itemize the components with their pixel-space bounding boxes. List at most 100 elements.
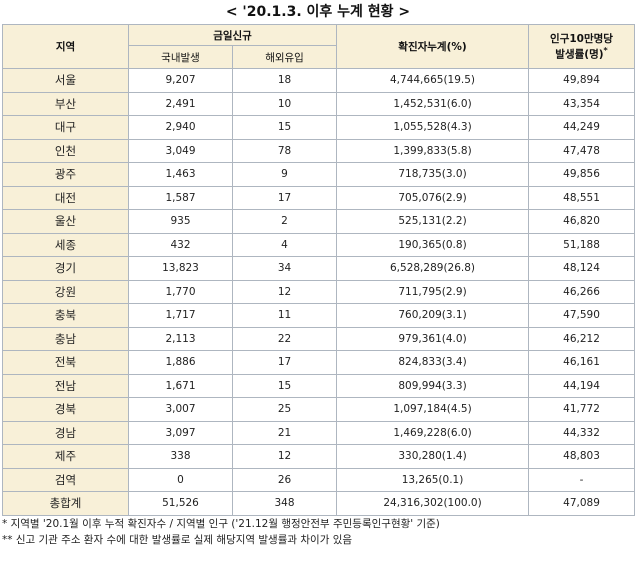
header-domestic: 국내발생 — [128, 45, 233, 69]
cell-region: 강원 — [2, 279, 129, 304]
footnote-2: ** 신고 기관 주소 환자 수에 대한 발생률로 실제 해당지역 발생률과 차… — [2, 533, 353, 546]
cell-region: 대전 — [2, 185, 129, 210]
table-row: 경기 13,823 34 6,528,289(26.8) 48,124 — [2, 256, 636, 281]
cell-rate: 46,212 — [528, 326, 636, 351]
cell-domestic: 338 — [128, 444, 233, 469]
cell-region: 울산 — [2, 209, 129, 234]
header-rate-line2: 발생률(명) — [555, 48, 604, 61]
cell-region: 전남 — [2, 373, 129, 398]
header-region: 지역 — [2, 24, 129, 69]
header-cumulative: 확진자누계(%) — [336, 24, 530, 69]
header-rate-line1: 인구10만명당 — [550, 33, 613, 46]
table-row: 충남 2,113 22 979,361(4.0) 46,212 — [2, 326, 636, 351]
cell-rate: 47,478 — [528, 138, 636, 163]
cell-rate: 43,354 — [528, 91, 636, 116]
cell-rate: 46,161 — [528, 350, 636, 375]
cell-domestic: 1,463 — [128, 162, 233, 187]
cell-cumulative: 13,265(0.1) — [336, 467, 530, 492]
cell-region: 광주 — [2, 162, 129, 187]
cell-domestic: 2,113 — [128, 326, 233, 351]
cell-overseas: 11 — [231, 303, 338, 328]
cell-overseas: 2 — [231, 209, 338, 234]
cell-cumulative: 979,361(4.0) — [336, 326, 530, 351]
header-daily-new: 금일신규 — [127, 24, 338, 46]
cell-domestic: 3,097 — [128, 420, 233, 445]
cell-rate: 47,590 — [528, 303, 636, 328]
cell-domestic: 1,717 — [128, 303, 233, 328]
cell-overseas: 18 — [231, 68, 338, 93]
cell-cumulative: 824,833(3.4) — [336, 350, 530, 375]
cell-overseas: 22 — [231, 326, 338, 351]
cell-region: 충남 — [2, 326, 129, 351]
table-row: 부산 2,491 10 1,452,531(6.0) 43,354 — [2, 91, 636, 116]
cell-overseas: 21 — [231, 420, 338, 445]
cell-rate: 51,188 — [528, 232, 636, 257]
cell-rate: 41,772 — [528, 397, 636, 422]
cell-cumulative: 705,076(2.9) — [336, 185, 530, 210]
cell-overseas: 25 — [231, 397, 338, 422]
cell-domestic: 1,671 — [128, 373, 233, 398]
cell-cumulative: 1,097,184(4.5) — [336, 397, 530, 422]
cell-region: 총합계 — [2, 491, 129, 516]
cell-overseas: 78 — [231, 138, 338, 163]
cell-rate: - — [528, 467, 636, 492]
table-row: 대구 2,940 15 1,055,528(4.3) 44,249 — [2, 115, 636, 140]
cell-cumulative: 6,528,289(26.8) — [336, 256, 530, 281]
cell-region: 인천 — [2, 138, 129, 163]
cell-overseas: 15 — [231, 115, 338, 140]
cell-region: 세종 — [2, 232, 129, 257]
cell-rate: 46,266 — [528, 279, 636, 304]
header-overseas: 해외유입 — [231, 45, 338, 69]
cell-cumulative: 4,744,665(19.5) — [336, 68, 530, 93]
cell-domestic: 0 — [128, 467, 233, 492]
cell-cumulative: 330,280(1.4) — [336, 444, 530, 469]
cell-rate: 44,194 — [528, 373, 636, 398]
cell-cumulative: 711,795(2.9) — [336, 279, 530, 304]
cell-overseas: 9 — [231, 162, 338, 187]
cell-overseas: 10 — [231, 91, 338, 116]
cell-region: 경남 — [2, 420, 129, 445]
cumulative-status-table: 지역 금일신규 확진자누계(%) 인구10만명당 발생률(명)* 국내발생 해외… — [2, 24, 636, 516]
cell-region: 전북 — [2, 350, 129, 375]
cell-overseas: 34 — [231, 256, 338, 281]
cell-overseas: 12 — [231, 279, 338, 304]
cell-overseas: 4 — [231, 232, 338, 257]
cell-region: 대구 — [2, 115, 129, 140]
cell-cumulative: 760,209(3.1) — [336, 303, 530, 328]
cell-cumulative: 1,055,528(4.3) — [336, 115, 530, 140]
cell-domestic: 432 — [128, 232, 233, 257]
table-row: 전북 1,886 17 824,833(3.4) 46,161 — [2, 350, 636, 375]
table-row: 총합계 51,526 348 24,316,302(100.0) 47,089 — [2, 491, 636, 516]
cell-rate: 48,124 — [528, 256, 636, 281]
cell-rate: 44,332 — [528, 420, 636, 445]
cell-cumulative: 1,469,228(6.0) — [336, 420, 530, 445]
cell-overseas: 12 — [231, 444, 338, 469]
cell-domestic: 51,526 — [128, 491, 233, 516]
cell-region: 검역 — [2, 467, 129, 492]
cell-rate: 46,820 — [528, 209, 636, 234]
cell-rate: 44,249 — [528, 115, 636, 140]
table-row: 검역 0 26 13,265(0.1) - — [2, 467, 636, 492]
cell-overseas: 15 — [231, 373, 338, 398]
cell-domestic: 2,491 — [128, 91, 233, 116]
header-rate: 인구10만명당 발생률(명)* — [528, 24, 636, 69]
cell-cumulative: 1,452,531(6.0) — [336, 91, 530, 116]
table-row: 인천 3,049 78 1,399,833(5.8) 47,478 — [2, 138, 636, 163]
table-row: 제주 338 12 330,280(1.4) 48,803 — [2, 444, 636, 469]
cell-domestic: 3,007 — [128, 397, 233, 422]
cell-cumulative: 24,316,302(100.0) — [336, 491, 530, 516]
cell-domestic: 1,886 — [128, 350, 233, 375]
footnote-1: * 지역별 '20.1월 이후 누적 확진자수 / 지역별 인구 ('21.12… — [2, 517, 440, 530]
cell-cumulative: 525,131(2.2) — [336, 209, 530, 234]
cell-domestic: 1,587 — [128, 185, 233, 210]
cell-overseas: 348 — [231, 491, 338, 516]
table-row: 경북 3,007 25 1,097,184(4.5) 41,772 — [2, 397, 636, 422]
cell-region: 부산 — [2, 91, 129, 116]
cell-domestic: 935 — [128, 209, 233, 234]
cell-region: 경북 — [2, 397, 129, 422]
cell-region: 경기 — [2, 256, 129, 281]
cell-region: 서울 — [2, 68, 129, 93]
table-body: 서울 9,207 18 4,744,665(19.5) 49,894 부산 2,491 10 1… — [2, 68, 636, 516]
table-row: 전남 1,671 15 809,994(3.3) 44,194 — [2, 373, 636, 398]
table-row: 대전 1,587 17 705,076(2.9) 48,551 — [2, 185, 636, 210]
